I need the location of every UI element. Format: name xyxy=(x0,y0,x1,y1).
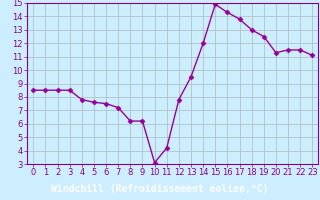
Text: Windchill (Refroidissement éolien,°C): Windchill (Refroidissement éolien,°C) xyxy=(51,183,269,194)
